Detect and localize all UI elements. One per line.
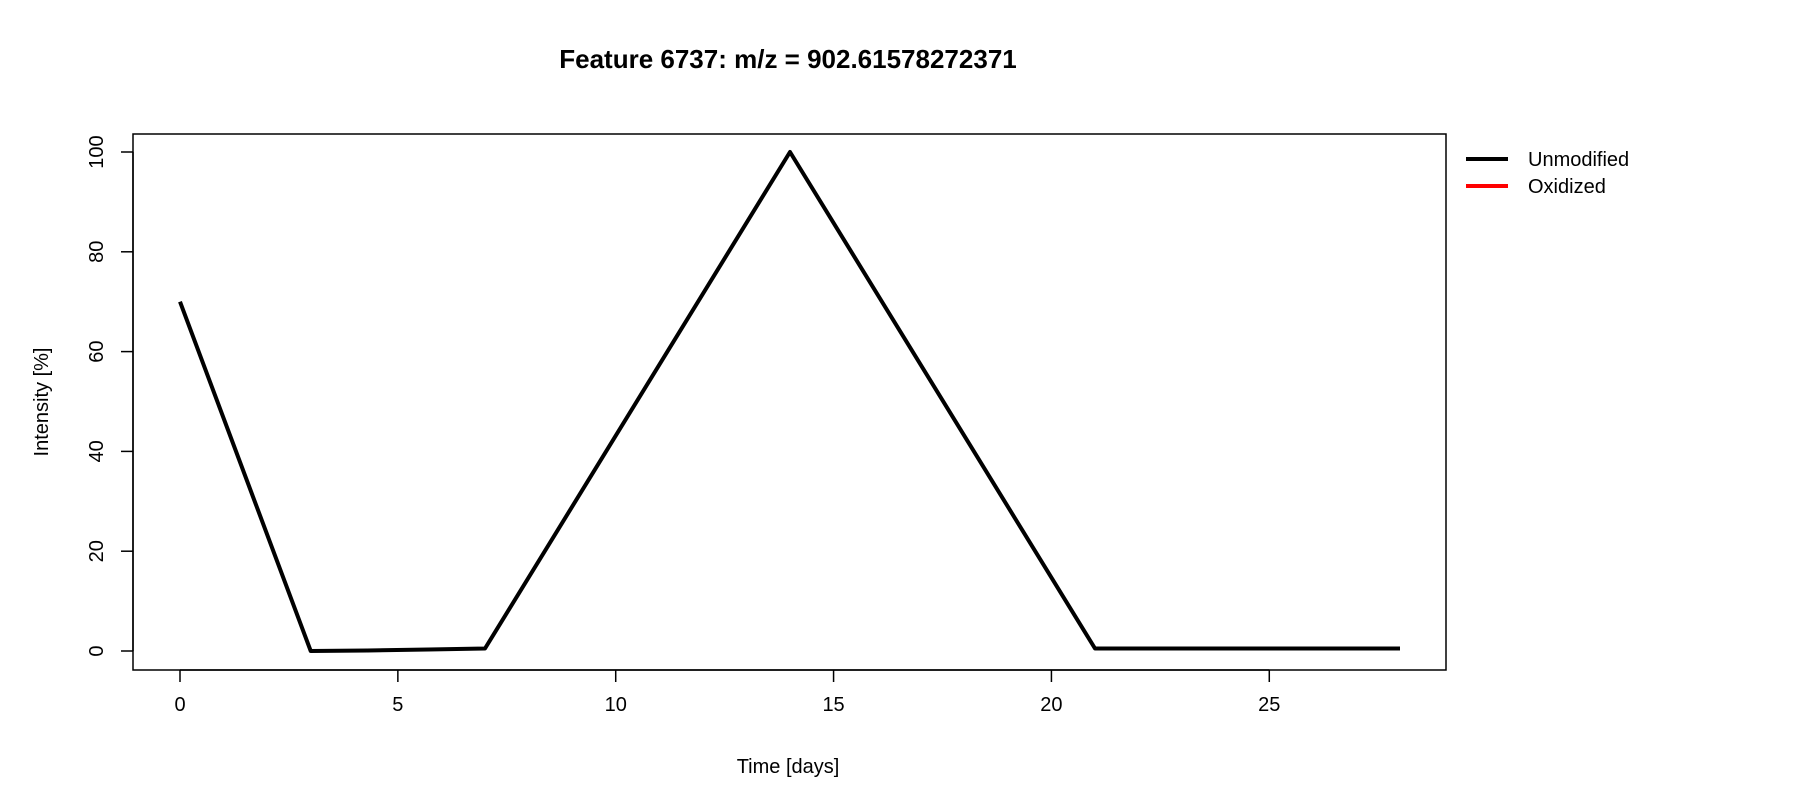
legend: Unmodified Oxidized <box>1466 149 1629 198</box>
x-tick-label: 5 <box>392 694 403 716</box>
x-axis: 0 5 10 15 20 25 <box>174 669 1280 716</box>
y-tick-label: 100 <box>86 135 108 168</box>
series-layer <box>178 150 1400 653</box>
y-tick-label: 60 <box>86 340 108 362</box>
y-axis-label: Intensity [%] <box>31 348 53 457</box>
legend-label: Oxidized <box>1528 176 1606 198</box>
chart-title: Feature 6737: m/z = 902.61578272371 <box>559 44 1017 74</box>
x-tick-label: 10 <box>605 694 627 716</box>
y-tick-label: 0 <box>86 645 108 656</box>
plot-frame <box>132 133 1447 671</box>
y-tick-label: 40 <box>86 440 108 462</box>
x-tick-label: 15 <box>822 694 844 716</box>
y-axis: 0 20 40 60 80 100 <box>86 135 134 657</box>
legend-label: Unmodified <box>1528 149 1629 171</box>
x-axis-label: Time [days] <box>737 756 840 778</box>
y-tick-label: 20 <box>86 540 108 562</box>
y-tick-label: 80 <box>86 241 108 263</box>
x-tick-label: 20 <box>1040 694 1062 716</box>
x-tick-label: 25 <box>1258 694 1280 716</box>
series-line-unmodified <box>178 150 1400 653</box>
x-tick-label: 0 <box>174 694 185 716</box>
